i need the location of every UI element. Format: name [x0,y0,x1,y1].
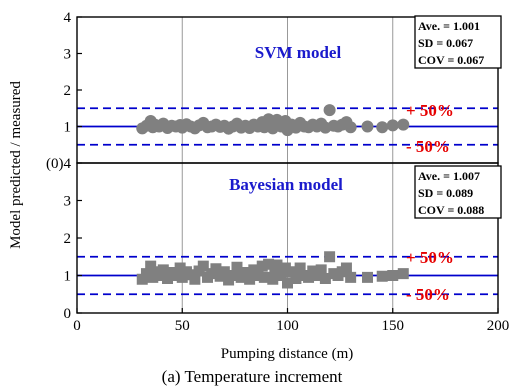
data-point [170,270,182,281]
panel-label-svm: SVM model [255,43,342,62]
x-tick-label: 0 [73,318,81,334]
panel-bayesian-text: Bayesian model Ave. = 1.007 SD = 0.089 C… [229,165,502,304]
stat-cov-bayesian: COV = 0.088 [418,203,484,217]
y-tick-label: 1 [64,269,72,285]
band-label-lower-bayesian: - 50% [406,285,450,304]
data-point [157,264,169,276]
band-label-lower-svm: - 50% [406,137,450,156]
data-point [311,270,323,281]
stat-cov-svm: COV = 0.067 [418,53,484,67]
data-point [387,270,399,281]
data-point [147,271,159,283]
y-tick-label: 3 [64,194,72,210]
data-point [271,259,283,271]
data-point [267,273,279,285]
data-point [319,273,331,284]
data-point [275,270,287,281]
panel-svm-text: SVM model Ave. = 1.001 SD = 0.067 COV = … [255,15,502,156]
figure-caption: (a) Temperature increment [162,367,343,386]
x-tick-label: 100 [276,318,299,334]
x-axis-label: Pumping distance (m) [221,346,353,362]
band-label-upper-svm: + 50% [406,101,454,120]
y-tick-label: 2 [64,231,72,247]
data-point [248,264,260,276]
data-point [269,266,281,278]
data-point [227,270,239,281]
data-point [361,271,373,283]
data-point [282,277,293,289]
data-point [189,273,201,285]
data-point [397,118,410,131]
data-point [376,270,388,282]
data-point [256,260,268,272]
axis-ticks: 1 2 3 4 0 1 2 3 (0)4 0 50 100 150 200 [46,10,509,334]
data-point [286,266,298,278]
data-point [323,104,336,117]
data-point [136,273,148,285]
data-point [290,273,302,284]
data-point [231,261,243,273]
data-point [344,121,357,134]
data-point [303,271,315,283]
y-tick-label: 3 [64,47,72,63]
data-point [258,271,270,283]
data-point [324,251,336,263]
y-axis-label: Model predicted / measured [8,81,24,249]
data-point [239,267,251,278]
stat-ave-svm: Ave. = 1.001 [418,19,480,33]
panel-label-bayesian: Bayesian model [229,175,343,194]
stat-sd-bayesian: SD = 0.089 [418,186,473,200]
data-point [174,262,186,274]
data-point [176,271,188,283]
data-point [197,260,209,272]
data-point [294,262,306,274]
data-point [252,270,264,281]
band-label-upper-bayesian: + 50% [406,248,454,267]
stats-box-svm [414,15,502,69]
data-point [340,262,352,274]
y-tick-label: 1 [64,120,72,136]
data-point [218,266,230,278]
data-point [315,264,327,276]
x-tick-label: 150 [382,318,405,334]
x-tick-label: 50 [175,318,190,334]
y-tick-label: 4 [64,10,72,26]
stat-ave-bayesian: Ave. = 1.007 [418,169,480,183]
y-tick-label: (0)4 [46,156,71,172]
data-point [145,260,157,272]
data-point [210,263,222,275]
data-point [263,258,275,270]
y-tick-label: 0 [64,306,72,322]
data-point [279,262,291,274]
x-tick-label: 200 [487,318,510,334]
data-point [140,268,152,280]
data-point [345,271,357,283]
data-point [162,273,174,284]
data-markers [136,104,410,289]
data-point [376,121,389,134]
data-point [397,268,409,280]
data-point [386,119,399,132]
data-point [244,273,256,285]
data-point [153,270,165,281]
gridlines [181,17,394,313]
data-point [361,120,374,133]
y-tick-label: 2 [64,83,72,99]
stats-box-bayesian [414,165,502,219]
stat-sd-svm: SD = 0.067 [418,36,473,50]
